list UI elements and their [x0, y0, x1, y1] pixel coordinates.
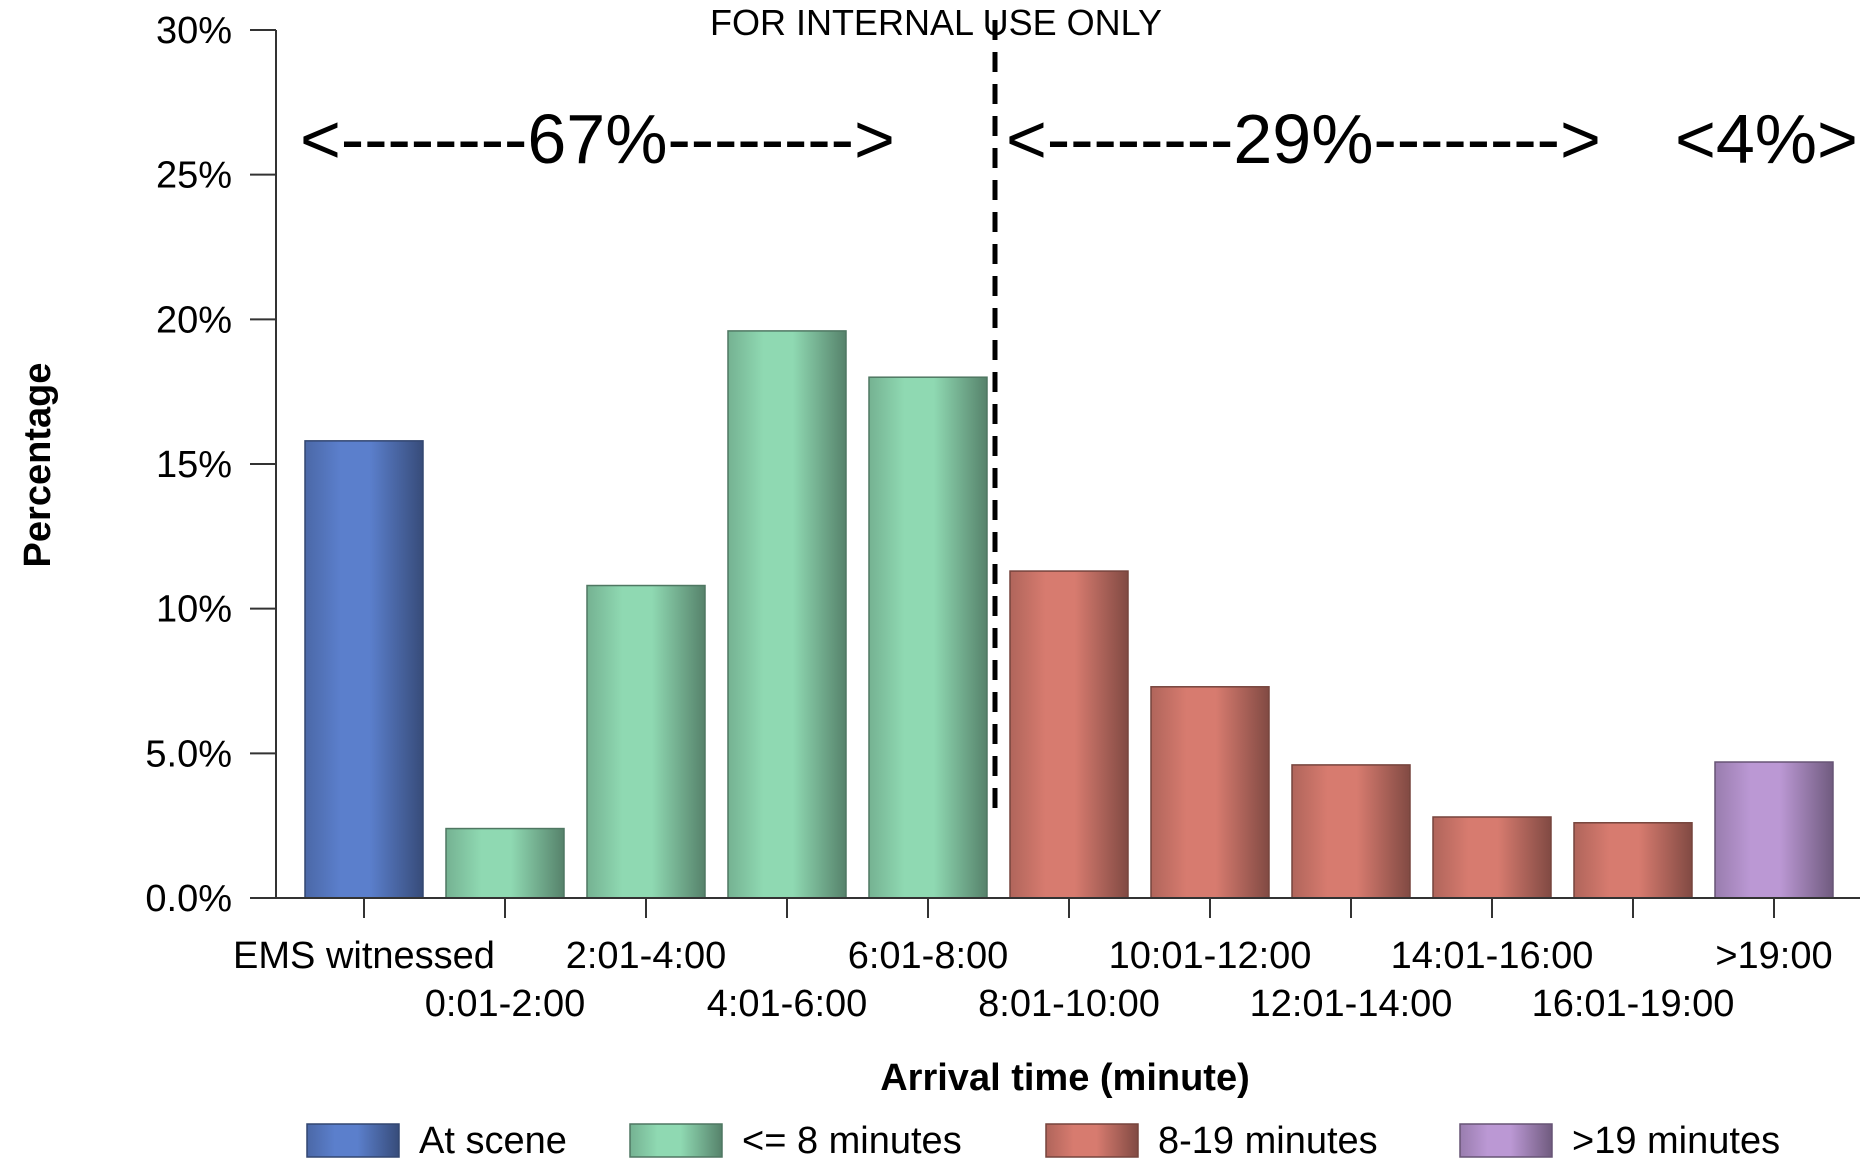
range-annotation-4: <4%> [1675, 100, 1858, 178]
y-tick-label: 20% [156, 299, 232, 341]
legend-swatch [1459, 1123, 1553, 1158]
legend-swatch [1045, 1123, 1139, 1158]
legend: At scene <= 8 minutes 8-19 minutes >19 minu… [306, 1120, 1780, 1160]
bar-2 [445, 827, 565, 899]
legend-swatch [629, 1123, 723, 1158]
bar-6 [1009, 570, 1129, 899]
x-tick-label: 4:01-6:00 [707, 983, 868, 1025]
x-tick-label: 14:01-16:00 [1391, 935, 1594, 977]
bar-4 [727, 330, 847, 899]
y-tick-label: 25% [156, 155, 232, 197]
y-ticks-group: 0.0% 5.0% 10% 15% 20% 25% 30% [145, 10, 276, 920]
x-tick-label: 12:01-14:00 [1250, 983, 1453, 1025]
y-tick-label: 5.0% [145, 733, 232, 775]
x-axis-title: Arrival time (minute) [880, 1057, 1250, 1099]
watermark-text: FOR INTERNAL USE ONLY [710, 2, 1162, 43]
x-tick-label: 0:01-2:00 [425, 983, 586, 1025]
bar-5 [868, 376, 988, 899]
bar-3 [586, 584, 706, 899]
legend-label: At scene [419, 1120, 567, 1160]
bars-group [304, 330, 1834, 899]
x-tick-label: EMS witnessed [233, 935, 495, 977]
x-tick-label: 10:01-12:00 [1109, 935, 1312, 977]
y-axis-title: Percentage [17, 363, 59, 568]
x-tick-label: 2:01-4:00 [566, 935, 727, 977]
y-tick-label: 15% [156, 444, 232, 486]
legend-swatch [306, 1123, 400, 1158]
legend-label: 8-19 minutes [1158, 1120, 1378, 1160]
legend-label: >19 minutes [1572, 1120, 1780, 1160]
x-tick-label: 16:01-19:00 [1532, 983, 1735, 1025]
legend-label: <= 8 minutes [742, 1120, 962, 1160]
x-ticks-group: EMS witnessed 0:01-2:00 2:01-4:00 4:01-6:00… [233, 898, 1833, 1025]
y-tick-label: 0.0% [145, 878, 232, 920]
x-tick-label: >19:00 [1715, 935, 1832, 977]
bar-8 [1291, 764, 1411, 899]
range-annotation-67: <--------67%--------> [300, 100, 895, 178]
y-tick-label: 30% [156, 10, 232, 52]
bar-11 [1714, 761, 1834, 899]
bar-10 [1573, 822, 1693, 899]
x-tick-label: 6:01-8:00 [848, 935, 1009, 977]
x-tick-label: 8:01-10:00 [978, 983, 1160, 1025]
bar-1 [304, 440, 424, 899]
y-tick-label: 10% [156, 589, 232, 631]
bar-9 [1432, 816, 1552, 899]
bar-7 [1150, 686, 1270, 899]
range-annotation-29: <--------29%--------> [1006, 100, 1601, 178]
